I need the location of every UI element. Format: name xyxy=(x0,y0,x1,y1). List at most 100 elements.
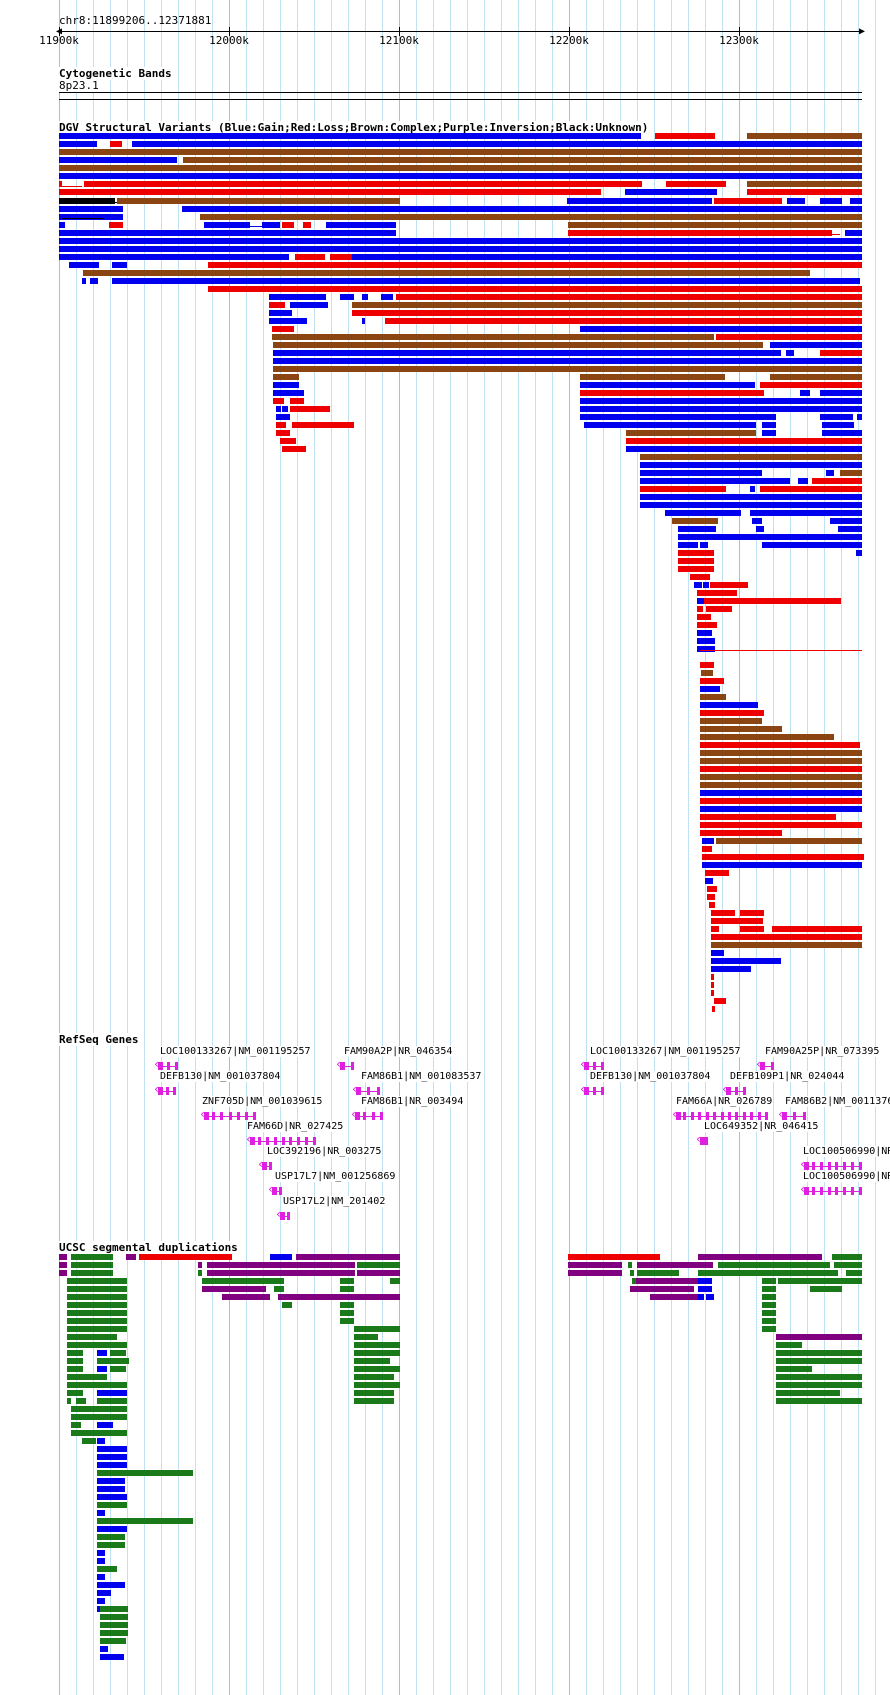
dgv-variant-loss[interactable] xyxy=(707,894,715,900)
dgv-variant-complex[interactable] xyxy=(700,726,782,732)
segdup-block[interactable] xyxy=(270,1254,292,1260)
gene-label[interactable]: FAM86B2|NM_001137610 xyxy=(785,1096,890,1107)
dgv-variant-loss[interactable] xyxy=(697,614,711,620)
segdup-block[interactable] xyxy=(97,1534,125,1540)
dgv-variant-loss[interactable] xyxy=(711,910,735,916)
dgv-variant-gain[interactable] xyxy=(702,862,862,868)
dgv-variant-gain[interactable] xyxy=(705,878,713,884)
segdup-block[interactable] xyxy=(97,1358,129,1364)
dgv-variant-complex[interactable] xyxy=(701,670,713,676)
dgv-variant-loss[interactable] xyxy=(290,398,304,404)
segdup-block[interactable] xyxy=(105,1478,125,1484)
dgv-variant-loss[interactable] xyxy=(269,302,285,308)
dgv-variant-gain[interactable] xyxy=(59,222,65,228)
dgv-variant-gain[interactable] xyxy=(752,518,762,524)
gene-model[interactable]: ‹ xyxy=(335,1057,354,1071)
gene-label[interactable]: USP17L2|NM_201402 xyxy=(283,1196,386,1207)
refseq-track-title[interactable]: RefSeq Genes xyxy=(59,1033,139,1046)
dgv-variant-gain[interactable] xyxy=(640,478,790,484)
segdup-block[interactable] xyxy=(778,1278,862,1284)
segdup-block[interactable] xyxy=(718,1262,830,1268)
dgv-variant-loss[interactable] xyxy=(704,598,841,604)
segdup-block[interactable] xyxy=(97,1454,127,1460)
segdup-block[interactable] xyxy=(340,1310,354,1316)
dgv-variant-gain[interactable] xyxy=(678,534,862,540)
segdup-block[interactable] xyxy=(630,1286,694,1292)
dgv-variant-gain[interactable] xyxy=(59,141,97,147)
dgv-variant-gain[interactable] xyxy=(786,350,794,356)
dgv-variant-gain[interactable] xyxy=(697,630,712,636)
segdup-block[interactable] xyxy=(776,1398,862,1404)
dgv-track-title[interactable]: DGV Structural Variants (Blue:Gain;Red:L… xyxy=(59,121,649,134)
dgv-variant-complex[interactable] xyxy=(672,518,718,524)
gene-model[interactable]: ‹ xyxy=(579,1082,604,1096)
dgv-variant-loss[interactable] xyxy=(700,742,860,748)
segdup-block[interactable] xyxy=(834,1262,862,1268)
dgv-variant-loss[interactable] xyxy=(772,926,862,932)
dgv-variant-loss[interactable] xyxy=(711,934,862,940)
cytoband-track-title[interactable]: Cytogenetic Bands xyxy=(59,67,172,80)
dgv-variant-gain[interactable] xyxy=(59,238,862,244)
segdup-block[interactable] xyxy=(222,1294,270,1300)
dgv-variant-gain[interactable] xyxy=(750,510,862,516)
gene-model[interactable]: ‹ xyxy=(799,1157,862,1171)
segdup-block[interactable] xyxy=(762,1326,776,1332)
gene-label[interactable]: LOC100133267|NM_001195257 xyxy=(160,1046,311,1057)
segdup-block[interactable] xyxy=(97,1470,193,1476)
segdup-block[interactable] xyxy=(71,1422,81,1428)
segdup-block[interactable] xyxy=(762,1310,776,1316)
segdup-block[interactable] xyxy=(71,1270,113,1276)
dgv-variant-gain[interactable] xyxy=(703,582,709,588)
segdup-block[interactable] xyxy=(202,1286,266,1292)
segdup-block[interactable] xyxy=(67,1286,127,1292)
segdup-block[interactable] xyxy=(354,1350,400,1356)
segdup-block[interactable] xyxy=(67,1278,127,1284)
segdup-block[interactable] xyxy=(67,1294,127,1300)
segdup-block[interactable] xyxy=(762,1302,776,1308)
dgv-variant-gain[interactable] xyxy=(640,462,862,468)
dgv-variant-gain[interactable] xyxy=(273,350,781,356)
dgv-variant-gain[interactable] xyxy=(59,214,123,220)
segdup-block[interactable] xyxy=(67,1302,127,1308)
segdup-block[interactable] xyxy=(71,1254,113,1260)
dgv-variant-loss[interactable] xyxy=(700,830,782,836)
segdup-block[interactable] xyxy=(357,1270,400,1276)
dgv-variant-loss[interactable] xyxy=(208,262,862,268)
dgv-variant-gain[interactable] xyxy=(700,686,720,692)
gene-label[interactable]: FAM90A25P|NR_073395 xyxy=(765,1046,880,1057)
segdup-block[interactable] xyxy=(354,1342,400,1348)
segdup-block[interactable] xyxy=(776,1358,862,1364)
dgv-variant-loss[interactable] xyxy=(280,438,296,444)
segdup-block[interactable] xyxy=(207,1270,355,1276)
segdup-block[interactable] xyxy=(67,1334,117,1340)
dgv-variant-gain[interactable] xyxy=(822,430,862,436)
segdup-block[interactable] xyxy=(762,1294,776,1300)
segdup-block[interactable] xyxy=(71,1406,127,1412)
segdup-block[interactable] xyxy=(97,1550,105,1556)
segdup-block[interactable] xyxy=(636,1278,702,1284)
dgv-variant-gain[interactable] xyxy=(826,470,834,476)
dgv-variant-gain[interactable] xyxy=(756,526,764,532)
dgv-variant-gain[interactable] xyxy=(282,406,288,412)
segdup-block[interactable] xyxy=(105,1486,125,1492)
segdup-block[interactable] xyxy=(354,1366,400,1372)
dgv-variant-loss[interactable] xyxy=(709,902,715,908)
dgv-variant-loss[interactable] xyxy=(700,710,764,716)
dgv-variant-complex[interactable] xyxy=(59,149,862,155)
segdup-block[interactable] xyxy=(105,1526,127,1532)
dgv-variant-gain[interactable] xyxy=(857,414,862,420)
dgv-variant-gain[interactable] xyxy=(845,230,862,236)
scroll-right-arrow-icon[interactable]: ▶ xyxy=(858,26,865,37)
segdup-block[interactable] xyxy=(105,1446,127,1452)
dgv-variant-gain[interactable] xyxy=(59,206,123,212)
gene-label[interactable]: DEFB130|NM_001037804 xyxy=(160,1071,281,1082)
dgv-variant-gain[interactable] xyxy=(182,206,862,212)
dgv-variant-gain[interactable] xyxy=(352,254,862,260)
gene-label[interactable]: FAM90A2P|NR_046354 xyxy=(344,1046,453,1057)
dgv-variant-loss[interactable] xyxy=(700,822,862,828)
gene-model[interactable]: ‹ xyxy=(275,1207,290,1221)
dgv-variant-gain[interactable] xyxy=(762,542,862,548)
segdup-block[interactable] xyxy=(296,1254,400,1260)
gene-label[interactable]: FAM66D|NR_027425 xyxy=(247,1121,344,1132)
dgv-variant-loss[interactable] xyxy=(282,446,306,452)
